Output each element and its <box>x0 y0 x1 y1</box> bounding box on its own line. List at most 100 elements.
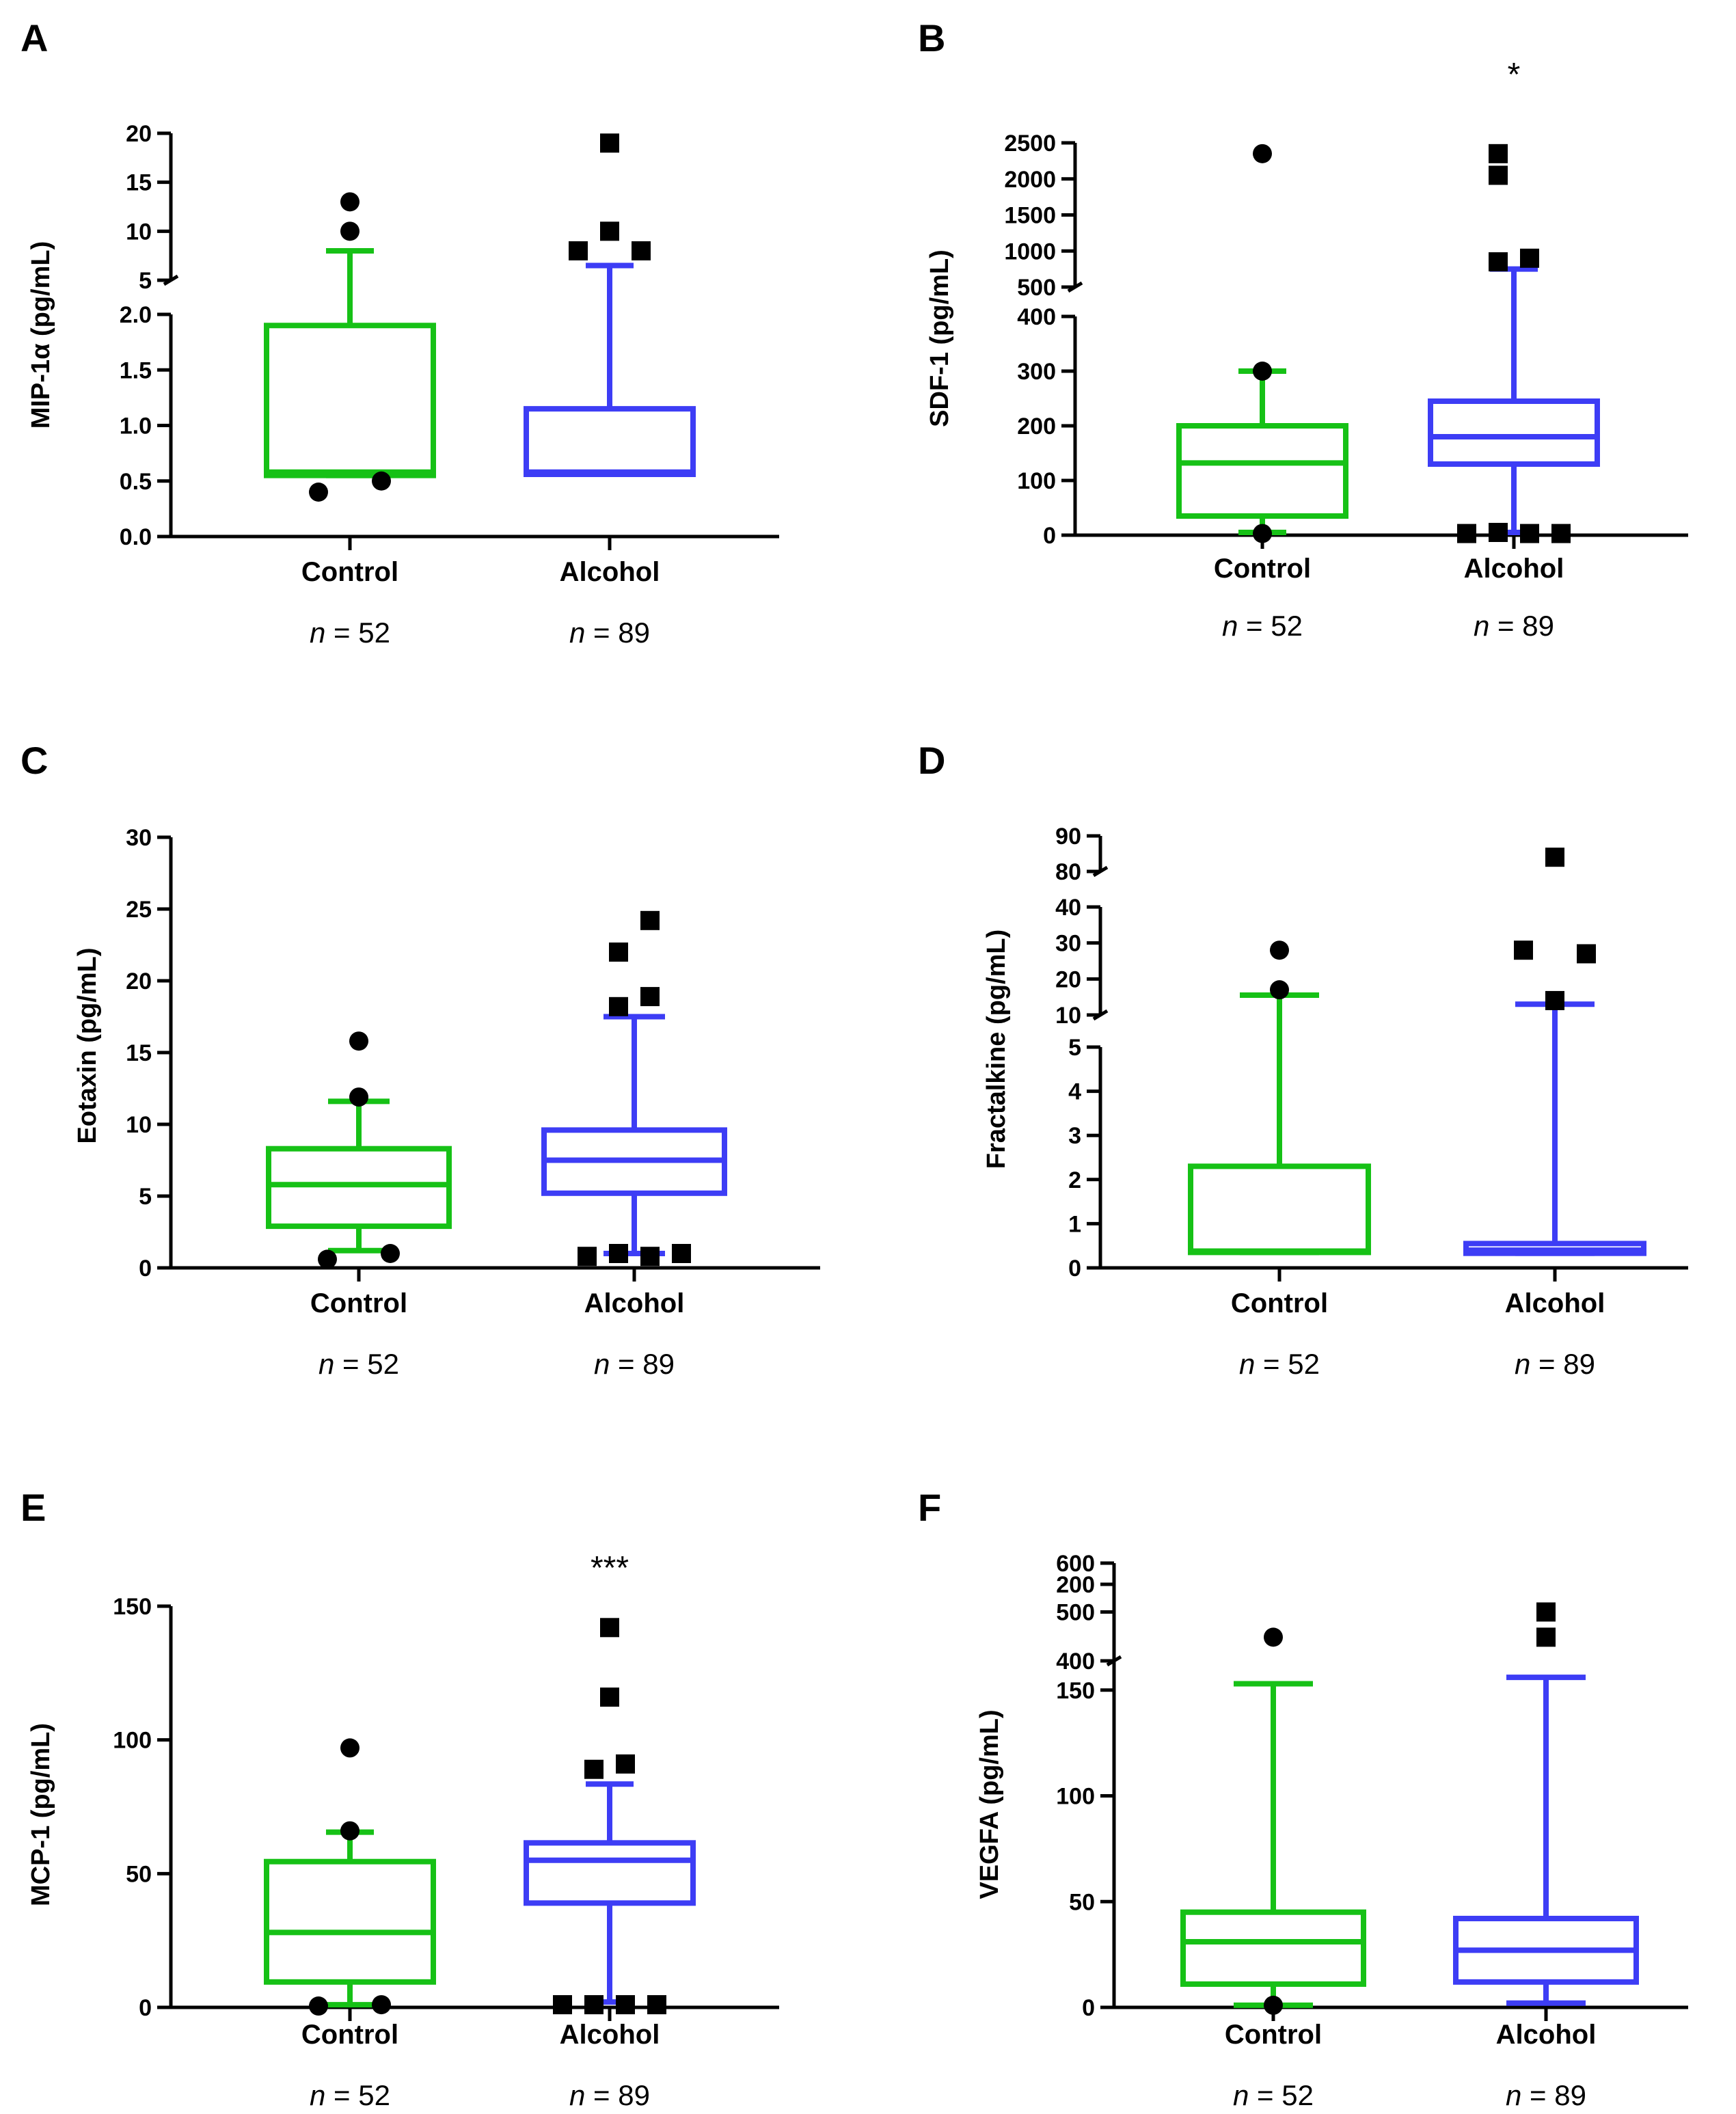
box-iqr <box>264 323 436 478</box>
n-value: 52 <box>358 2079 390 2111</box>
box-iqr <box>266 1146 452 1230</box>
box-control <box>264 1738 436 2016</box>
y-tick-label: 200 <box>1056 1572 1095 1598</box>
outlier-point <box>609 997 628 1016</box>
n-label-control: n = 52 <box>310 2079 390 2111</box>
y-tick-label: 100 <box>1056 1784 1095 1810</box>
y-tick-label: 0 <box>139 1995 152 2021</box>
n-value: 52 <box>1281 2079 1314 2111</box>
outlier-point <box>1264 1995 1283 2015</box>
outlier-point <box>584 1995 603 2015</box>
n-value: 89 <box>618 616 650 649</box>
box-iqr <box>1176 423 1348 519</box>
y-tick-label: 10 <box>126 219 152 245</box>
y-tick-label: 20 <box>126 121 152 147</box>
outlier-point <box>647 1995 666 2015</box>
outlier-point <box>600 221 619 241</box>
n-symbol: n <box>1515 1348 1530 1380</box>
n-value: 52 <box>358 616 390 649</box>
y-tick-label: 100 <box>113 1728 152 1754</box>
outlier-point <box>309 483 328 502</box>
box-iqr <box>524 406 696 477</box>
box-iqr <box>1188 1163 1371 1256</box>
panel-letter: D <box>918 739 945 782</box>
outlier-point <box>1536 1627 1556 1647</box>
outlier-point <box>640 987 660 1007</box>
outlier-point <box>1253 524 1272 543</box>
box-control <box>1176 144 1348 543</box>
outlier-point <box>553 1995 572 2015</box>
category-label-alcohol: Alcohol <box>584 1288 685 1318</box>
y-tick-label: 5 <box>1068 1035 1081 1061</box>
y-tick-label: 10 <box>1055 1003 1081 1029</box>
n-value: 89 <box>1554 2079 1586 2111</box>
y-tick-label: 0 <box>139 1256 152 1282</box>
y-tick-label: 90 <box>1055 824 1081 850</box>
outlier-point <box>372 471 391 491</box>
panel-f: F 0 50 100 150 200 400 500 600 VEGFA (pg/mL) Contr… <box>918 1486 1688 2111</box>
panel-letter: F <box>918 1486 941 1529</box>
y-tick-label: 20 <box>1055 966 1081 992</box>
outlier-point <box>578 1247 597 1266</box>
box-alcohol <box>1463 848 1646 1256</box>
y-tick-label: 5 <box>139 268 152 294</box>
outlier-point <box>600 1618 619 1638</box>
n-value: 52 <box>367 1348 399 1380</box>
y-tick-label: 50 <box>1069 1889 1095 1915</box>
n-equals: = <box>1530 1348 1563 1380</box>
outlier-point <box>640 1247 660 1266</box>
y-tick-label: 3 <box>1068 1123 1081 1149</box>
panel-letter: E <box>21 1486 46 1529</box>
outlier-point <box>1520 248 1539 268</box>
outlier-point <box>340 221 360 241</box>
y-tick-label: 0 <box>1043 523 1056 549</box>
y-tick-label: 1500 <box>1004 203 1056 229</box>
box-control <box>264 192 436 502</box>
n-symbol: n <box>1239 1348 1255 1380</box>
category-label-alcohol: Alcohol <box>560 557 660 587</box>
outlier-point <box>372 1995 391 2015</box>
y-tick-label: 0.0 <box>120 524 152 550</box>
panel-letter: B <box>918 16 945 59</box>
outlier-point <box>1489 144 1508 163</box>
n-equals: = <box>325 616 358 649</box>
n-label-control: n = 52 <box>318 1348 399 1380</box>
n-equals: = <box>1255 1348 1288 1380</box>
n-label-alcohol: n = 89 <box>594 1348 675 1380</box>
y-tick-label: 0.5 <box>120 469 152 495</box>
box-control <box>1188 940 1371 1256</box>
category-label-control: Control <box>1214 554 1311 584</box>
y-tick-label: 15 <box>126 170 152 196</box>
y-tick-label: 1 <box>1068 1211 1081 1237</box>
y-tick-label: 20 <box>126 968 152 994</box>
y-tick-label: 2500 <box>1004 131 1056 157</box>
y-tick-label: 1.0 <box>120 414 152 439</box>
n-label-alcohol: n = 89 <box>569 616 650 649</box>
box-iqr <box>264 1858 436 1985</box>
n-symbol: n <box>318 1348 334 1380</box>
n-label-alcohol: n = 89 <box>1474 610 1554 642</box>
y-tick-label: 50 <box>126 1861 152 1887</box>
y-tick-label: 30 <box>126 825 152 851</box>
panel-d: D 0 1 2 3 4 5 10 20 30 40 80 90 Fractalkine (pg/mL) Co… <box>918 739 1688 1380</box>
n-label-control: n = 52 <box>310 616 390 649</box>
outlier-point <box>1577 944 1596 964</box>
y-axis-label: SDF-1 (pg/mL) <box>925 249 954 427</box>
y-tick-label: 80 <box>1055 859 1081 885</box>
category-label-control: Control <box>1225 2020 1322 2050</box>
outlier-point <box>600 133 619 153</box>
n-label-alcohol: n = 89 <box>1506 2079 1586 2111</box>
outlier-point <box>1270 980 1289 1000</box>
outlier-point <box>1489 523 1508 542</box>
outlier-point <box>349 1031 368 1051</box>
outlier-point <box>584 1759 603 1779</box>
y-axis-label: VEGFA (pg/mL) <box>975 1709 1004 1899</box>
n-equals: = <box>1249 2079 1281 2111</box>
outlier-point <box>381 1244 400 1263</box>
panel-b: B 0 100 200 300 400 500 1000 1500 2000 2500 SDF-1 (… <box>918 16 1688 642</box>
outlier-point <box>349 1087 368 1107</box>
outlier-point <box>609 1244 628 1263</box>
y-tick-label: 300 <box>1017 359 1056 385</box>
category-label-control: Control <box>310 1288 407 1318</box>
